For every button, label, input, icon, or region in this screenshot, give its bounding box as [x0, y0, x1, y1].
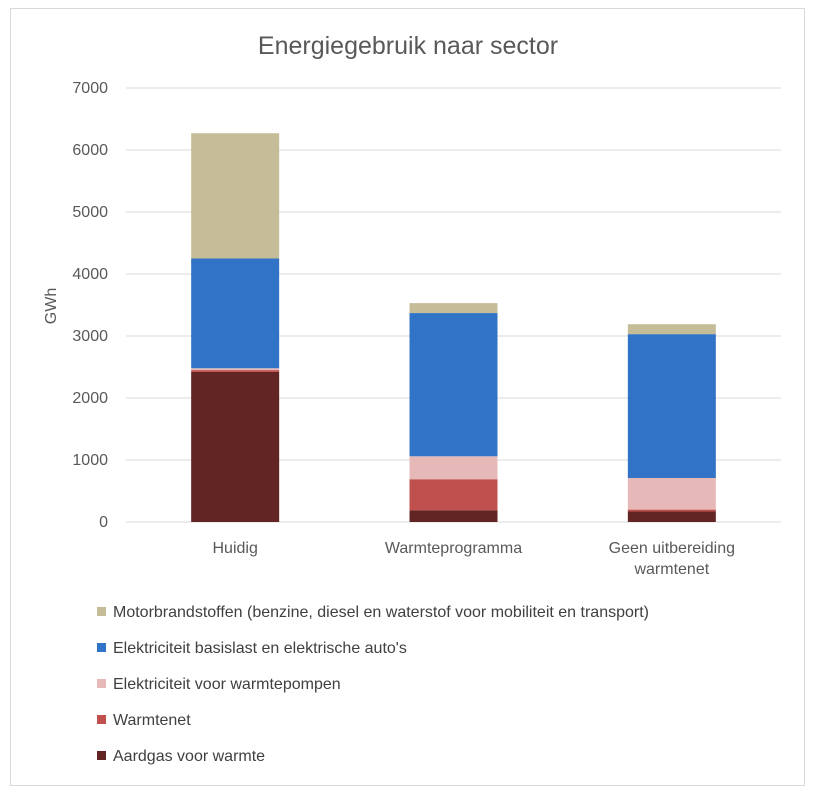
- chart-title: Energiegebruik naar sector: [258, 32, 558, 60]
- bar-segment: [627, 477, 716, 510]
- legend-swatch: [97, 643, 106, 652]
- bar-segment: [191, 371, 280, 522]
- bar-segment: [409, 303, 498, 314]
- legend-swatch: [97, 679, 106, 688]
- y-tick-label: 0: [99, 514, 108, 531]
- category-label: Huidig: [212, 540, 257, 557]
- bars: [191, 133, 716, 522]
- bar-segment: [191, 370, 280, 372]
- bar-segment: [627, 511, 716, 522]
- bar-segment: [409, 313, 498, 457]
- y-tick-label: 2000: [72, 390, 108, 407]
- legend-label: Elektriciteit basislast en elektrische a…: [113, 640, 407, 657]
- legend-label: Elektriciteit voor warmtepompen: [113, 676, 341, 693]
- bar-segment: [191, 258, 280, 369]
- y-tick-label: 1000: [72, 452, 108, 469]
- y-tick-label: 4000: [72, 266, 108, 283]
- category-label: warmtenet: [633, 561, 709, 578]
- y-tick-label: 5000: [72, 204, 108, 221]
- bar-segment: [409, 479, 498, 511]
- bar-segment: [409, 510, 498, 522]
- category-label: Warmteprogramma: [385, 540, 522, 557]
- y-tick-labels: 0 1000 2000 3000 4000 5000 6000 7000: [72, 80, 108, 531]
- y-tick-label: 7000: [72, 80, 108, 97]
- legend: Motorbrandstoffen (benzine, diesel en wa…: [97, 604, 649, 765]
- bar-segment: [191, 368, 280, 371]
- bar-segment: [627, 509, 716, 512]
- category-label: Geen uitbereiding: [609, 540, 735, 557]
- bar-segment: [191, 133, 280, 259]
- legend-swatch: [97, 751, 106, 760]
- legend-swatch: [97, 607, 106, 616]
- y-axis-title: GWh: [43, 288, 60, 324]
- legend-swatch: [97, 715, 106, 724]
- y-tick-label: 6000: [72, 142, 108, 159]
- category-labels: Huidig Warmteprogramma Geen uitbereiding wa…: [212, 540, 735, 578]
- legend-label: Aardgas voor warmte: [113, 748, 265, 765]
- legend-label: Motorbrandstoffen (benzine, diesel en wa…: [113, 604, 649, 621]
- y-tick-label: 3000: [72, 328, 108, 345]
- bar-segment: [627, 334, 716, 478]
- legend-label: Warmtenet: [113, 712, 191, 729]
- bar-segment: [409, 456, 498, 480]
- bar-segment: [627, 324, 716, 335]
